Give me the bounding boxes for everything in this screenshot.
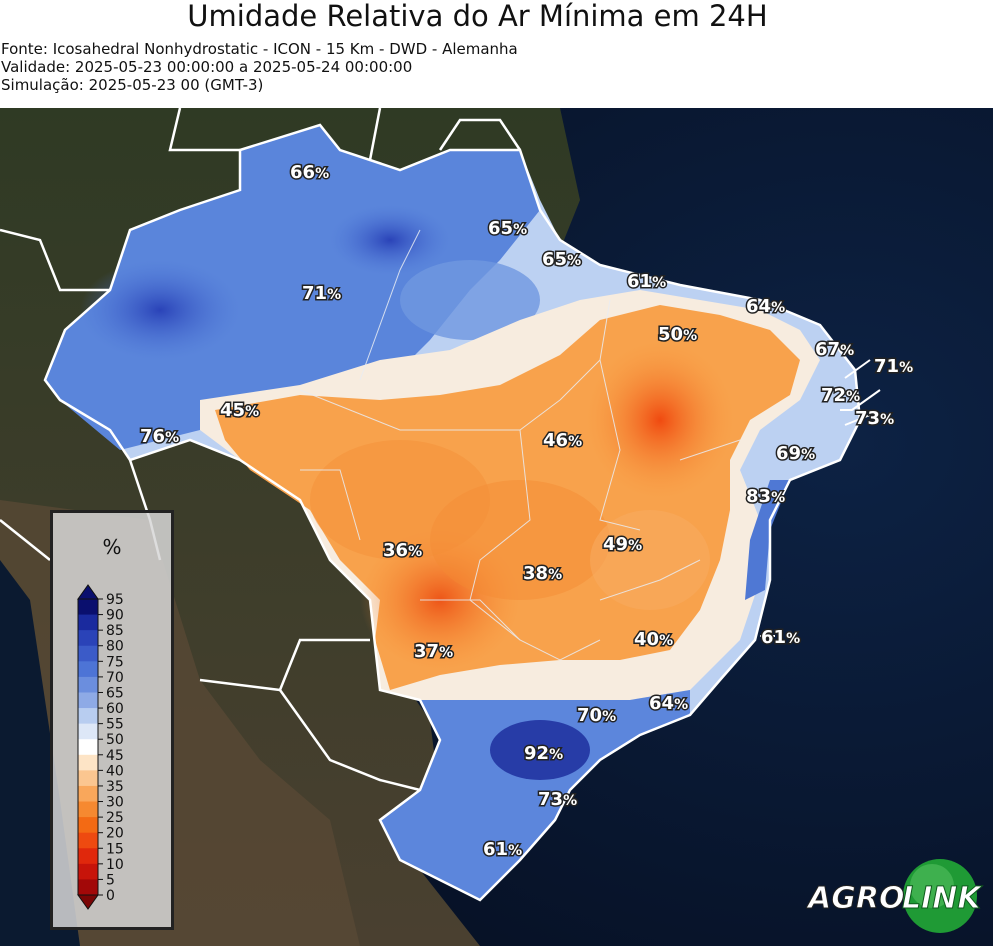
colorbar-tick-label: 40 <box>106 763 124 779</box>
neighbor-borders <box>0 108 522 792</box>
amazon-blue <box>45 125 540 450</box>
colorbar-segment <box>78 863 98 880</box>
colorbar-segment <box>78 692 98 709</box>
humidity-label: 92% <box>524 743 563 764</box>
map-title: Umidade Relativa do Ar Mínima em 24H <box>187 0 768 33</box>
humidity-label: 69% <box>776 443 815 464</box>
colorbar-tick-label: 80 <box>106 639 124 655</box>
logo-text-agro: AGRO <box>806 881 904 916</box>
humidity-label: 71% <box>302 283 341 304</box>
source-text: Fonte: Icosahedral Nonhydrostatic - ICON… <box>1 40 518 58</box>
humidity-label: 36% <box>383 540 422 561</box>
colorbar-segment <box>78 614 98 631</box>
humidity-label: 61% <box>627 271 666 292</box>
humidity-label: 37% <box>414 641 453 662</box>
colorbar-bottom-arrow <box>77 894 99 910</box>
south-blue <box>380 690 690 900</box>
colorbar-tick-label: 25 <box>106 810 124 826</box>
colorbar-segment <box>78 739 98 756</box>
header: Umidade Relativa do Ar Mínima em 24H Fon… <box>0 0 993 108</box>
colorbar-segment <box>78 879 98 896</box>
humidity-label: 61% <box>483 839 522 860</box>
humidity-label: 38% <box>523 563 562 584</box>
humidity-label: 71% <box>874 356 913 377</box>
humidity-label: 83% <box>746 486 785 507</box>
colorbar-segment <box>78 661 98 678</box>
humidity-label: 64% <box>746 296 785 317</box>
colorbar-tick-label: 0 <box>106 888 115 904</box>
colorbar-top-arrow <box>77 584 99 600</box>
humidity-label: 67% <box>815 339 854 360</box>
colorbar-segment <box>78 848 98 865</box>
colorbar-segment <box>78 630 98 647</box>
agrolink-logo: AGRO LINK <box>806 859 984 933</box>
humidity-label: 76% <box>140 426 179 447</box>
humidity-label: 40% <box>634 629 673 650</box>
state-borders <box>299 229 741 661</box>
logo-text-link: LINK <box>902 881 983 916</box>
humidity-label: 65% <box>542 249 581 270</box>
humidity-label: 72% <box>821 385 860 406</box>
humidity-labels: 66% 65% 65% 61% 64% 71% 50% 67% 71% 72% … <box>139 161 915 862</box>
colorbar-segment <box>78 723 98 740</box>
colorbar-segment <box>78 832 98 849</box>
colorbar-tick-label: 75 <box>106 654 124 670</box>
colorbar-tick-label: 30 <box>106 795 124 811</box>
humidity-label: 66% <box>290 162 329 183</box>
colorbar-tick-label: 65 <box>106 685 124 701</box>
colorbar-tick-label: 55 <box>106 717 124 733</box>
brazil-outline <box>43 123 862 902</box>
colorbar-segment <box>78 785 98 803</box>
colorbar-tick-label: 35 <box>106 779 124 795</box>
colorbar-tick-label: 50 <box>106 732 124 748</box>
humidity-label: 73% <box>855 408 894 429</box>
humidity-label: 61% <box>761 627 800 648</box>
humidity-label: 46% <box>543 430 582 451</box>
colorbar-tick-label: 10 <box>106 857 124 873</box>
east-coast-blue <box>745 480 790 600</box>
colorbar-tick-label: 70 <box>106 670 124 686</box>
humidity-label: 65% <box>488 218 527 239</box>
humidity-label: 45% <box>220 400 259 421</box>
color-legend: % 95 90 85 80 75 70 65 60 55 50 45 40 35 30 25 20 15 10 5 0 <box>50 510 174 930</box>
colorbar-segment <box>78 817 98 834</box>
humidity-label: 64% <box>649 693 688 714</box>
validity-text: Validade: 2025-05-23 00:00:00 a 2025-05-… <box>1 58 413 76</box>
colorbar-segment <box>78 645 98 662</box>
humidity-label: 70% <box>577 705 616 726</box>
colorbar-tick-label: 5 <box>106 872 115 888</box>
colorbar-segment <box>78 770 98 787</box>
colorbar-segment <box>78 754 98 771</box>
label-pointers <box>760 359 881 637</box>
legend-unit: % <box>102 535 122 559</box>
colorbar-tick-label: 90 <box>106 608 124 624</box>
colorbar-segment <box>78 801 98 818</box>
humidity-label: 73% <box>538 789 577 810</box>
colorbar-tick-label: 85 <box>106 623 124 639</box>
colorbar-segment <box>78 676 98 693</box>
colorbar-tick-label: 45 <box>106 748 124 764</box>
colorbar-tick-label: 15 <box>106 841 124 857</box>
humidity-label: 49% <box>603 534 642 555</box>
simulation-text: Simulação: 2025-05-23 00 (GMT-3) <box>1 76 264 94</box>
colorbar-segment <box>78 708 98 725</box>
colorbar-segment <box>78 599 98 616</box>
colorbar-tick-label: 95 <box>106 592 124 608</box>
humidity-label: 50% <box>658 324 697 345</box>
colorbar-border <box>77 598 99 896</box>
colorbar-tick-label: 20 <box>106 826 124 842</box>
colorbar-tick-label: 60 <box>106 701 124 717</box>
